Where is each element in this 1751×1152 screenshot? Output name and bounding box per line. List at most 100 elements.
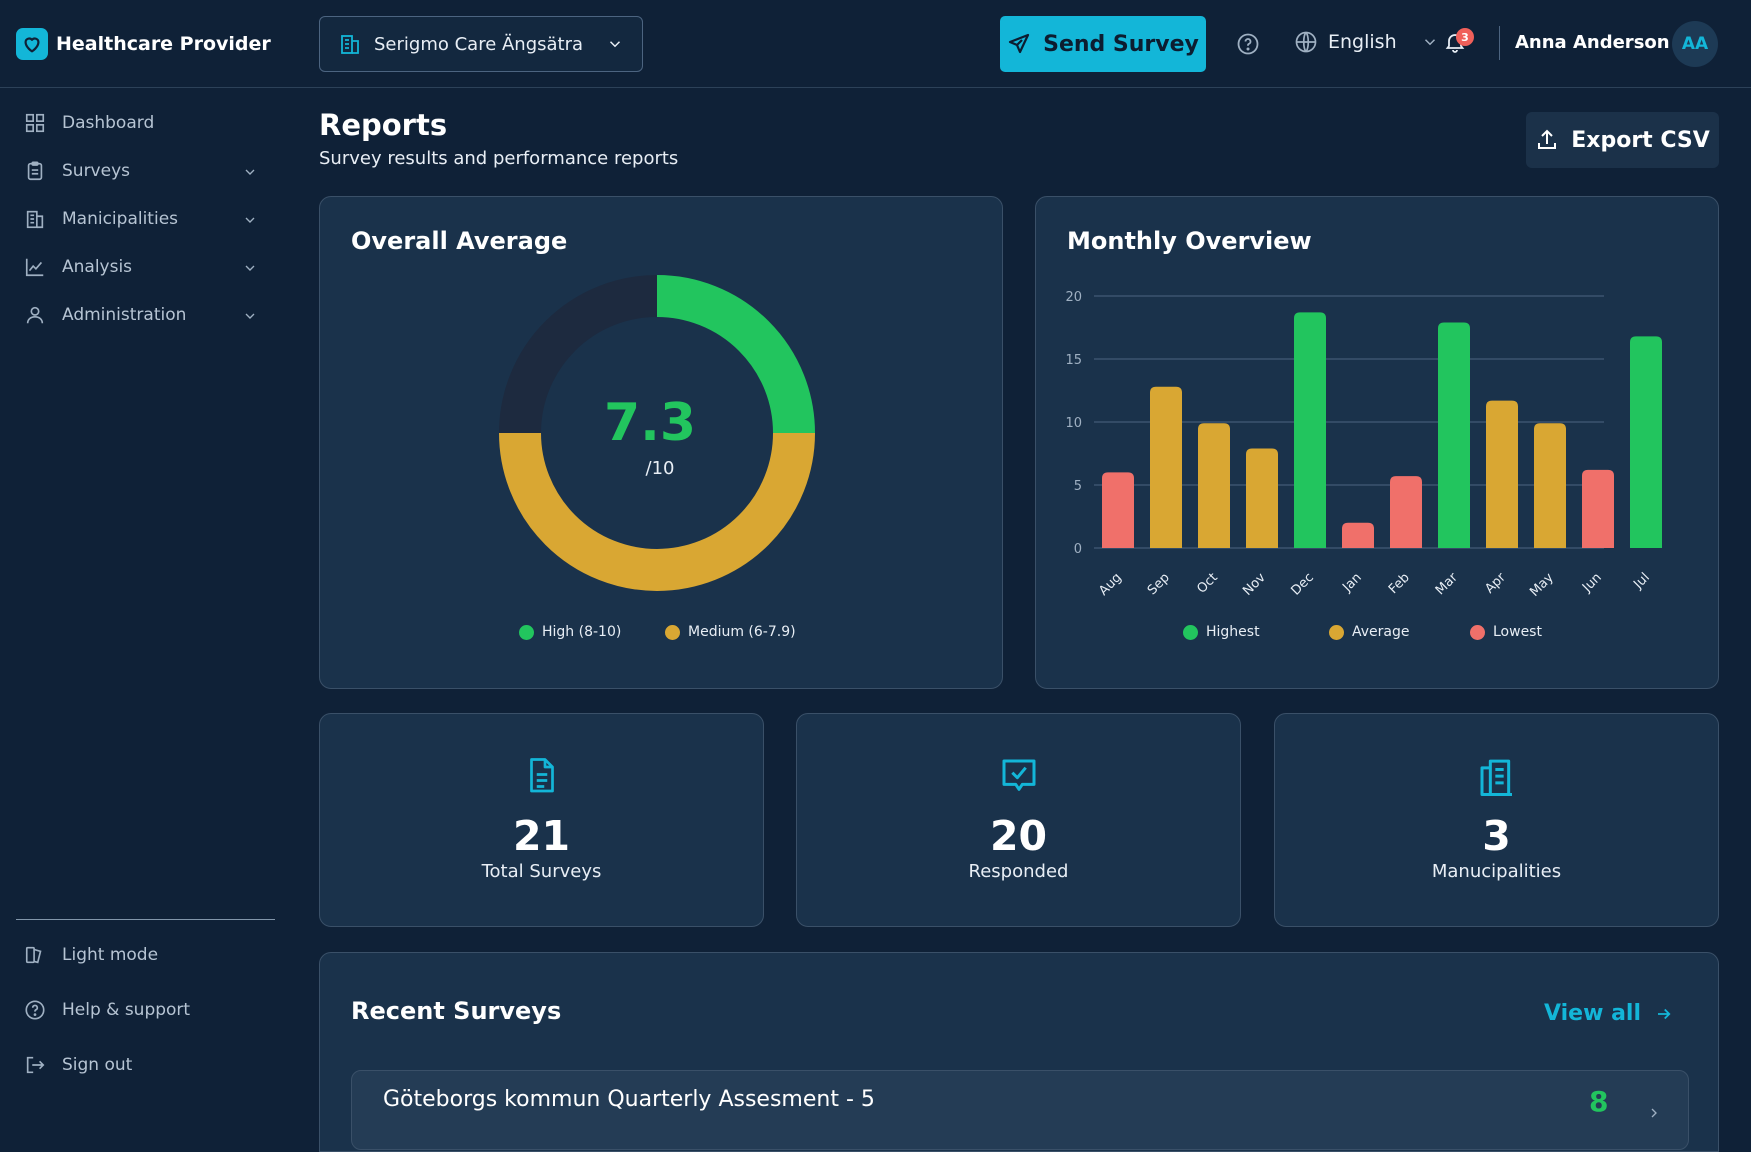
bar-sep	[1150, 386, 1182, 548]
overall-donut-chart	[499, 275, 815, 591]
overall-average-card: Overall Average 7.3 /10 High (8-10) Medi…	[319, 196, 1003, 689]
help-icon	[1237, 33, 1259, 55]
overall-value: 7.3	[603, 393, 697, 453]
sidebar-item-label: Manicipalities	[62, 209, 179, 229]
organization-select[interactable]: Serigmo Care Ängsätra	[319, 16, 643, 72]
x-tick-label: Jan	[1339, 570, 1364, 595]
line-chart-icon	[25, 258, 44, 277]
user-name[interactable]: Anna Anderson	[1515, 32, 1670, 53]
legend-label: Average	[1352, 624, 1410, 640]
y-tick-label: 15	[1065, 353, 1082, 368]
bar-dec	[1294, 312, 1326, 548]
heart-logo-icon	[16, 28, 48, 60]
sidebar-item-surveys[interactable]: Surveys	[24, 156, 260, 186]
overall-scale: /10	[645, 458, 675, 479]
brand-name: Healthcare Provider	[56, 33, 271, 55]
x-tick-label: Apr	[1482, 570, 1509, 597]
overall-average-title: Overall Average	[351, 227, 568, 255]
help-button[interactable]	[1236, 32, 1260, 60]
sign-out-icon	[26, 1056, 45, 1074]
stat-value: 20	[989, 812, 1048, 860]
bar-jan	[1342, 522, 1374, 548]
export-csv-button[interactable]: Export CSV	[1526, 112, 1719, 168]
legend-dot	[519, 624, 534, 640]
survey-score: 8	[1589, 1085, 1609, 1118]
user-icon	[26, 306, 44, 324]
language-label: English	[1328, 31, 1397, 53]
monthly-overview-card: Monthly Overview 0 5 10 15 20 Aug Sep Oct Nov Dec…	[1035, 196, 1719, 689]
legend-label: Lowest	[1493, 624, 1542, 640]
sidebar-divider	[16, 919, 275, 920]
y-tick-label: 0	[1074, 542, 1082, 557]
monthly-overview-title: Monthly Overview	[1067, 227, 1312, 255]
y-tick-label: 20	[1065, 290, 1082, 305]
send-icon	[1008, 33, 1030, 54]
sidebar-item-dashboard[interactable]: Dashboard	[24, 108, 260, 138]
notification-badge: 3	[1456, 28, 1474, 46]
sidebar-item-label: Sign out	[62, 1055, 133, 1075]
chevron-down-icon	[245, 313, 255, 319]
sign-out-button[interactable]: Sign out	[24, 1050, 260, 1080]
clipboard-icon	[27, 161, 43, 181]
sidebar-item-label: Analysis	[62, 257, 133, 277]
document-icon	[320, 756, 763, 796]
legend-label: Medium (6-7.9)	[688, 624, 796, 640]
sidebar-item-label: Surveys	[62, 161, 130, 181]
donut-slice-1	[499, 432, 815, 591]
x-tick-label: Feb	[1386, 570, 1413, 597]
view-all-link[interactable]: View all	[1544, 1001, 1673, 1026]
view-all-label: View all	[1544, 1001, 1642, 1026]
top-bar: Healthcare Provider Serigmo Care Ängsätr…	[0, 0, 1751, 88]
sidebar-item-municipalities[interactable]: Manicipalities	[24, 204, 260, 234]
light-mode-toggle[interactable]: Light mode	[24, 940, 260, 970]
bar-feb	[1390, 476, 1422, 548]
recent-surveys-card: Recent Surveys View all Göteborgs kommun…	[319, 952, 1719, 1152]
grid-icon	[25, 113, 45, 133]
stat-label: Manucipalities	[1431, 861, 1562, 882]
x-tick-label: Jun	[1579, 570, 1605, 596]
legend-highest: Highest	[1183, 624, 1260, 640]
page-title: Reports	[319, 108, 448, 142]
stat-label: Responded	[968, 861, 1069, 882]
bar-mar	[1438, 322, 1470, 548]
donut-slice-2	[499, 275, 658, 434]
help-support-link[interactable]: Help & support	[24, 995, 260, 1025]
sidebar-item-administration[interactable]: Administration	[24, 300, 260, 330]
x-tick-label: Oct	[1194, 570, 1221, 597]
globe-icon	[1295, 31, 1317, 53]
chevron-down-icon	[609, 41, 621, 48]
survey-list-item[interactable]: Göteborgs kommun Quarterly Assesment - 5…	[351, 1070, 1689, 1150]
bar-nov	[1246, 448, 1278, 548]
language-select[interactable]: English	[1294, 30, 1439, 54]
legend-high: High (8-10)	[519, 624, 621, 640]
stat-card-total-surveys: 21 Total Surveys	[319, 713, 764, 927]
header-divider	[1499, 26, 1500, 60]
send-survey-button[interactable]: Send Survey	[1000, 16, 1206, 72]
donut-slice-0	[656, 275, 815, 434]
chevron-right-icon	[1651, 1108, 1657, 1118]
bar-aug	[1102, 472, 1134, 548]
export-csv-label: Export CSV	[1571, 127, 1710, 153]
chevron-down-icon	[245, 217, 255, 223]
x-tick-label: Sep	[1145, 570, 1173, 598]
legend-dot	[1329, 624, 1344, 640]
stat-card-responded: 20 Responded	[796, 713, 1241, 927]
bar-jul	[1630, 336, 1662, 548]
organization-select-value: Serigmo Care Ängsätra	[374, 33, 584, 55]
chevron-down-icon	[245, 169, 255, 175]
x-tick-label: Jul	[1630, 570, 1652, 592]
legend-average: Average	[1329, 624, 1410, 640]
sidebar-item-analysis[interactable]: Analysis	[24, 252, 260, 282]
stat-label: Total Surveys	[481, 861, 602, 882]
arrow-right-icon	[1658, 1008, 1671, 1019]
brand[interactable]: Healthcare Provider	[16, 28, 271, 60]
message-check-icon	[797, 756, 1240, 796]
x-tick-label: Aug	[1096, 570, 1125, 599]
stat-value: 3	[1482, 812, 1511, 860]
y-tick-label: 5	[1074, 479, 1082, 494]
chevron-down-icon	[245, 265, 255, 271]
avatar[interactable]: AA	[1672, 21, 1718, 67]
sidebar-item-label: Dashboard	[62, 113, 155, 133]
x-tick-label: May	[1527, 570, 1557, 600]
recent-surveys-title: Recent Surveys	[351, 997, 562, 1025]
